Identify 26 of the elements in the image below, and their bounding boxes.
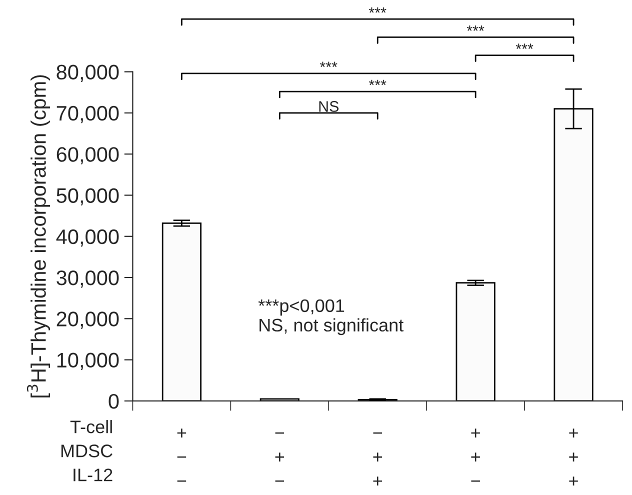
bar <box>162 222 202 401</box>
x-tick-label: − + − <box>275 432 284 482</box>
category-label: + − − <box>177 428 186 482</box>
annotation: NS <box>319 101 339 112</box>
text: *** <box>320 62 338 68</box>
annotation: ***p<0,001 NS, not significant <box>258 299 404 336</box>
y-axis-title: [$^{3}$H]-Thymidine incorporation (cpm) <box>26 75 50 398</box>
y-tick-label: 30,000 <box>56 270 119 288</box>
y-tick-label: 10,000 <box>57 352 119 370</box>
y-tick-label: 50,000 <box>56 188 119 206</box>
x-tick-label: + + − <box>471 428 480 482</box>
y-tick-label: 80,000 <box>56 64 119 82</box>
y-tick-label: 20,000 <box>56 312 119 329</box>
y-tick-label: 0 <box>108 394 119 409</box>
y-tick-label: 70,000 <box>56 106 119 124</box>
x-tick-label: − + + <box>373 432 382 486</box>
x-axis-title: T-cell MDSC IL-12 <box>61 420 112 482</box>
bar <box>260 398 300 401</box>
bar <box>456 282 496 401</box>
x-tick-label: + + + <box>569 428 578 486</box>
text: *** <box>466 26 484 31</box>
y-tick-label: 40,000 <box>56 229 119 247</box>
text: *** <box>516 44 534 49</box>
annotation: *** <box>368 80 386 86</box>
text: *** <box>368 7 386 13</box>
y-tick-label: 60,000 <box>56 147 119 164</box>
